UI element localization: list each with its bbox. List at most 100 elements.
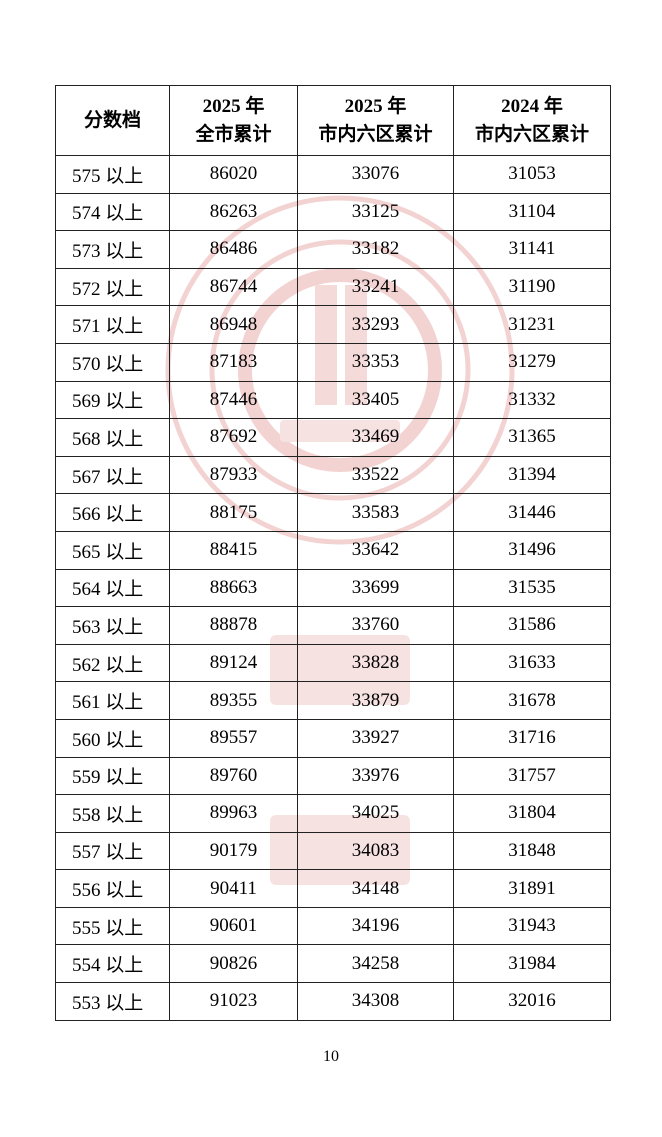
page-number: 10 xyxy=(323,1048,339,1065)
score-band-cell: 564 以上 xyxy=(55,568,170,608)
city-2025-cell: 86486 xyxy=(169,230,298,269)
six-districts-2025-cell: 34083 xyxy=(297,831,454,871)
six-districts-2025-cell: 34258 xyxy=(297,944,454,984)
header-year: 2024 年 xyxy=(501,95,563,117)
score-band-cell: 569 以上 xyxy=(55,380,170,420)
table-row: 566 以上 88175 33583 31446 xyxy=(55,493,611,532)
six-districts-2025-cell: 33976 xyxy=(297,756,454,796)
city-2025-cell: 89355 xyxy=(169,681,298,720)
six-districts-2024-cell: 31891 xyxy=(453,869,611,908)
six-districts-2025-cell: 33642 xyxy=(297,530,454,570)
score-band-cell: 575 以上 xyxy=(55,155,170,194)
table-row: 575 以上 86020 33076 31053 xyxy=(55,155,611,194)
six-districts-2025-cell: 33353 xyxy=(297,342,454,382)
six-districts-2025-cell: 33182 xyxy=(297,230,454,269)
city-2025-cell: 89557 xyxy=(169,718,298,758)
score-band-cell: 566 以上 xyxy=(55,493,170,532)
score-band-cell: 559 以上 xyxy=(55,756,170,796)
six-districts-2024-cell: 31231 xyxy=(453,305,611,344)
six-districts-2025-cell: 34308 xyxy=(297,982,454,1021)
score-band-cell: 570 以上 xyxy=(55,342,170,382)
six-districts-2024-cell: 31633 xyxy=(453,643,611,683)
table-row: 560 以上 89557 33927 31716 xyxy=(55,718,611,758)
score-band-cell: 555 以上 xyxy=(55,906,170,946)
six-districts-2025-cell: 33076 xyxy=(297,155,454,194)
header-year: 2025 年 xyxy=(344,95,407,117)
score-band-cell: 562 以上 xyxy=(55,643,170,683)
six-districts-2024-cell: 31394 xyxy=(453,455,611,495)
six-districts-2024-cell: 31757 xyxy=(453,756,611,796)
table-row: 559 以上 89760 33976 31757 xyxy=(55,756,611,796)
table-header-row: 分数档 2025 年全市累计 2025 年市内六区累计 2024 年市内六区累计 xyxy=(55,85,611,156)
score-band-cell: 558 以上 xyxy=(55,794,170,833)
score-band-cell: 556 以上 xyxy=(55,869,170,908)
six-districts-2024-cell: 31496 xyxy=(453,530,611,570)
six-districts-2024-cell: 31716 xyxy=(453,718,611,758)
six-districts-2025-cell: 33879 xyxy=(297,681,454,720)
score-band-cell: 572 以上 xyxy=(55,267,170,307)
city-2025-cell: 88878 xyxy=(169,606,298,645)
six-districts-2025-cell: 34025 xyxy=(297,794,454,833)
six-districts-2024-cell: 31141 xyxy=(453,230,611,269)
score-band-cell: 554 以上 xyxy=(55,944,170,984)
city-2025-cell: 89124 xyxy=(169,643,298,683)
table-row: 573 以上 86486 33182 31141 xyxy=(55,230,611,269)
six-districts-2024-cell: 31365 xyxy=(453,418,611,457)
city-2025-cell: 91023 xyxy=(169,982,298,1021)
header-2025-six-districts: 2025 年市内六区累计 xyxy=(297,85,454,156)
score-band-cell: 560 以上 xyxy=(55,718,170,758)
city-2025-cell: 90601 xyxy=(169,906,298,946)
city-2025-cell: 87446 xyxy=(169,380,298,420)
score-band-cell: 573 以上 xyxy=(55,230,170,269)
table-row: 563 以上 88878 33760 31586 xyxy=(55,606,611,645)
six-districts-2025-cell: 33699 xyxy=(297,568,454,608)
score-band-cell: 574 以上 xyxy=(55,192,170,232)
table-row: 571 以上 86948 33293 31231 xyxy=(55,305,611,344)
table-row: 574 以上 86263 33125 31104 xyxy=(55,192,611,232)
six-districts-2024-cell: 31190 xyxy=(453,267,611,307)
six-districts-2024-cell: 31678 xyxy=(453,681,611,720)
city-2025-cell: 86263 xyxy=(169,192,298,232)
header-2025-city: 2025 年全市累计 xyxy=(169,85,298,156)
city-2025-cell: 88175 xyxy=(169,493,298,532)
city-2025-cell: 90411 xyxy=(169,869,298,908)
city-2025-cell: 89760 xyxy=(169,756,298,796)
six-districts-2025-cell: 33927 xyxy=(297,718,454,758)
score-band-cell: 567 以上 xyxy=(55,455,170,495)
six-districts-2024-cell: 31104 xyxy=(453,192,611,232)
six-districts-2024-cell: 31984 xyxy=(453,944,611,984)
score-band-cell: 561 以上 xyxy=(55,681,170,720)
table-row: 554 以上 90826 34258 31984 xyxy=(55,944,611,984)
city-2025-cell: 86020 xyxy=(169,155,298,194)
score-cumulative-table: 分数档 2025 年全市累计 2025 年市内六区累计 2024 年市内六区累计… xyxy=(55,85,611,1021)
score-band-cell: 568 以上 xyxy=(55,418,170,457)
header-2024-six-districts: 2024 年市内六区累计 xyxy=(453,85,611,156)
six-districts-2025-cell: 34196 xyxy=(297,906,454,946)
header-text: 分数档 xyxy=(83,109,141,131)
city-2025-cell: 89963 xyxy=(169,794,298,833)
six-districts-2025-cell: 33583 xyxy=(297,493,454,532)
table-row: 564 以上 88663 33699 31535 xyxy=(55,568,611,608)
city-2025-cell: 87692 xyxy=(169,418,298,457)
city-2025-cell: 86948 xyxy=(169,305,298,344)
city-2025-cell: 90179 xyxy=(169,831,298,871)
six-districts-2025-cell: 33125 xyxy=(297,192,454,232)
table-row: 558 以上 89963 34025 31804 xyxy=(55,794,611,833)
six-districts-2024-cell: 31804 xyxy=(453,794,611,833)
city-2025-cell: 88663 xyxy=(169,568,298,608)
score-band-cell: 553 以上 xyxy=(55,982,170,1021)
table-row: 553 以上 91023 34308 32016 xyxy=(55,982,611,1021)
table-row: 565 以上 88415 33642 31496 xyxy=(55,530,611,570)
score-band-cell: 557 以上 xyxy=(55,831,170,871)
table-row: 570 以上 87183 33353 31279 xyxy=(55,342,611,382)
six-districts-2024-cell: 31053 xyxy=(453,155,611,194)
city-2025-cell: 90826 xyxy=(169,944,298,984)
six-districts-2024-cell: 31586 xyxy=(453,606,611,645)
six-districts-2025-cell: 33293 xyxy=(297,305,454,344)
header-desc: 市内六区累计 xyxy=(318,123,433,145)
six-districts-2025-cell: 33405 xyxy=(297,380,454,420)
city-2025-cell: 87933 xyxy=(169,455,298,495)
city-2025-cell: 88415 xyxy=(169,530,298,570)
header-desc: 全市累计 xyxy=(195,123,272,145)
table-row: 557 以上 90179 34083 31848 xyxy=(55,831,611,871)
